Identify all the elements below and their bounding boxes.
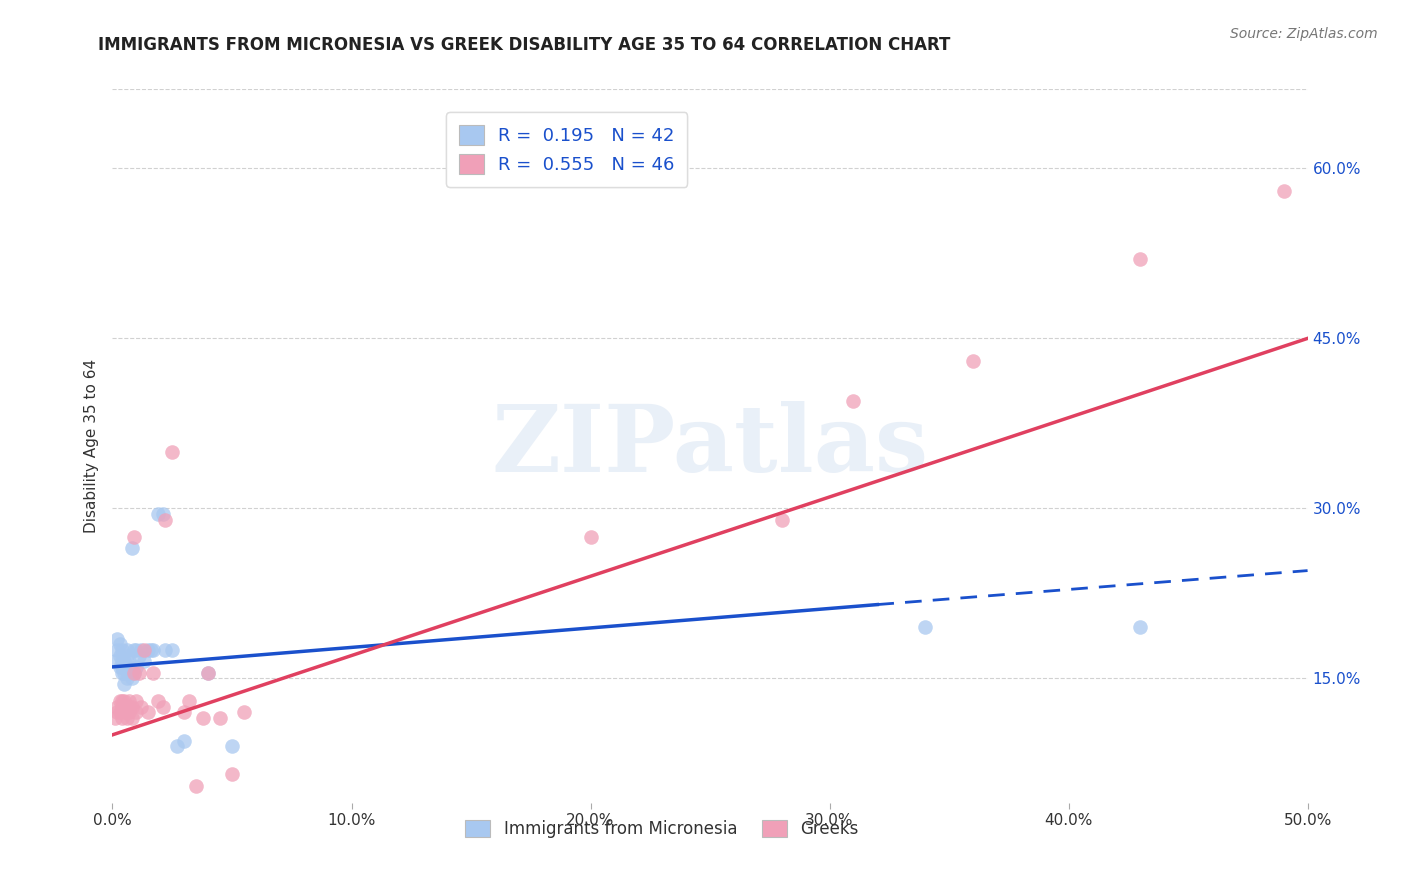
Point [105,632,128,646]
Point [173,705,195,719]
Point [114,694,135,708]
Point [162,444,183,458]
Point [111,643,134,657]
Point [177,694,200,708]
Point [128,665,150,680]
Point [114,705,135,719]
Point [114,665,135,680]
Legend: Immigrants from Micronesia, Greeks: Immigrants from Micronesia, Greeks [458,813,866,845]
Point [118,705,141,719]
Point [115,660,138,674]
Point [111,665,134,680]
Point [209,711,232,725]
Point [162,643,183,657]
Point [142,665,165,680]
Point [122,665,145,680]
Point [121,699,143,714]
Point [121,671,143,685]
Point [115,699,138,714]
Point [122,530,145,544]
Point [122,665,145,680]
Text: IMMIGRANTS FROM MICRONESIA VS GREEK DISABILITY AGE 35 TO 64 CORRELATION CHART: IMMIGRANTS FROM MICRONESIA VS GREEK DISA… [98,36,950,54]
Point [770,513,793,527]
Y-axis label: Disability Age 35 to 64: Disability Age 35 to 64 [83,359,98,533]
Point [104,654,127,668]
Point [1129,252,1152,266]
Point [233,705,256,719]
Point [122,643,145,657]
Point [108,637,131,651]
Point [962,354,984,368]
Point [914,620,936,634]
Point [129,643,152,657]
Point [146,507,169,521]
Point [132,643,155,657]
Point [118,654,141,668]
Point [114,654,135,668]
Point [173,733,195,747]
Point [842,393,865,408]
Point [142,643,165,657]
Point [115,643,138,657]
Point [111,699,134,714]
Point [118,660,141,674]
Point [108,660,131,674]
Point [114,677,135,691]
Point [121,711,143,725]
Point [115,711,138,725]
Point [197,665,219,680]
Point [105,699,128,714]
Point [193,711,215,725]
Point [125,705,148,719]
Point [129,699,152,714]
Point [111,694,134,708]
Text: ZIPatlas: ZIPatlas [492,401,928,491]
Point [114,699,135,714]
Point [125,643,148,657]
Point [121,541,143,555]
Point [104,711,127,725]
Point [108,648,131,663]
Point [128,648,150,663]
Point [138,705,160,719]
Point [139,643,162,657]
Point [115,671,138,685]
Point [138,643,160,657]
Point [152,507,174,521]
Point [221,767,243,781]
Point [146,694,169,708]
Point [153,643,176,657]
Point [105,643,128,657]
Point [153,513,176,527]
Point [108,705,131,719]
Point [1129,620,1152,634]
Point [221,739,243,754]
Point [125,694,148,708]
Point [186,779,208,793]
Point [118,665,141,680]
Point [166,739,188,754]
Point [132,654,155,668]
Point [111,660,134,674]
Point [115,705,138,719]
Point [111,654,134,668]
Point [1272,184,1295,198]
Text: Source: ZipAtlas.com: Source: ZipAtlas.com [1230,27,1378,41]
Point [105,705,128,719]
Point [111,711,134,725]
Point [118,699,141,714]
Point [579,530,602,544]
Point [197,665,219,680]
Point [125,660,148,674]
Point [115,648,138,663]
Point [152,699,174,714]
Point [108,694,131,708]
Point [118,694,141,708]
